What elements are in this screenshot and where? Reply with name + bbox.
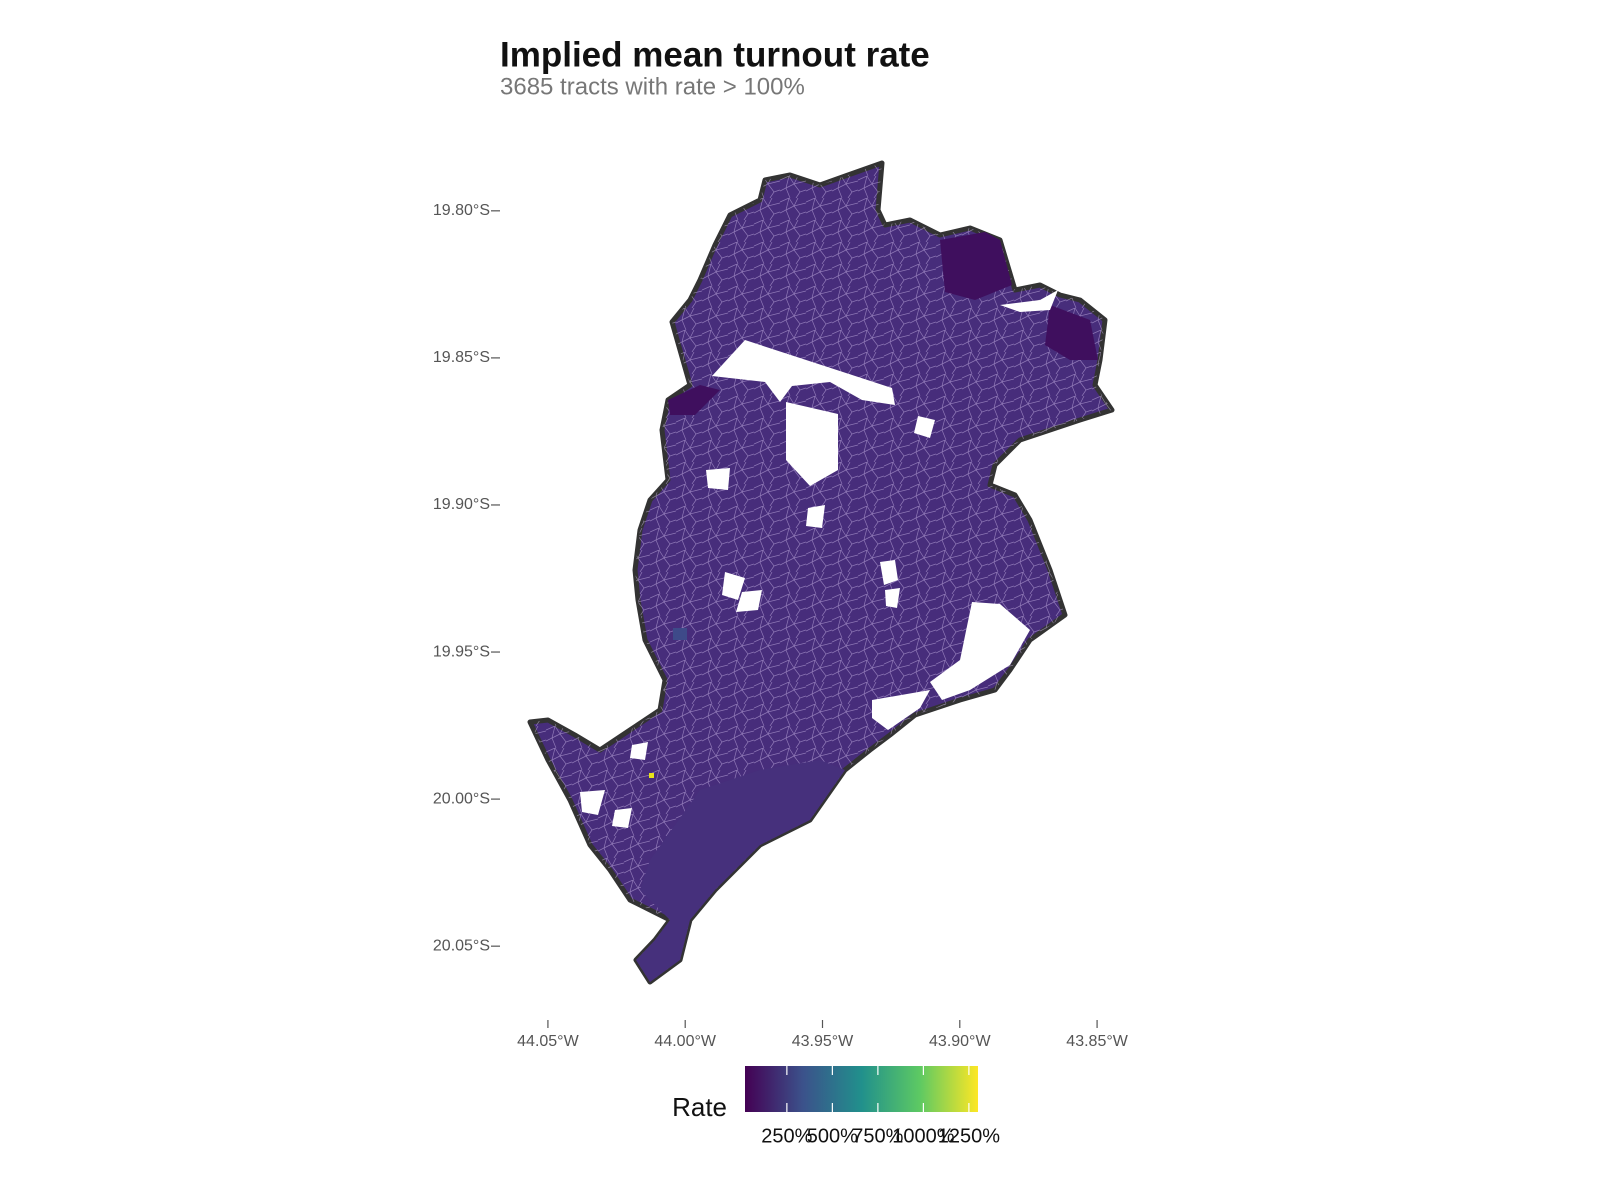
map-title: Implied mean turnout rate [500, 35, 930, 74]
x-tick-label: 43.90°W [929, 1033, 991, 1050]
south-tract [636, 760, 845, 982]
colorbar-label: 500% [807, 1125, 858, 1147]
max-tract [649, 773, 654, 778]
x-tick-label: 44.05°W [517, 1033, 579, 1050]
tract-borders [530, 163, 1112, 982]
colorbar-label: 1250% [938, 1125, 1000, 1147]
y-tick-label: 19.90°S [433, 496, 490, 513]
x-tick-label: 43.85°W [1066, 1033, 1128, 1050]
map-subtitle: 3685 tracts with rate > 100% [500, 73, 805, 100]
legend-title: Rate [672, 1092, 727, 1122]
empty-areas [580, 290, 1058, 828]
colorbar-label: 750% [852, 1125, 903, 1147]
y-tick-label: 19.80°S [433, 202, 490, 219]
y-tick-label: 19.85°S [433, 349, 490, 366]
high-tract [673, 628, 687, 640]
colorbar-label: 1000% [892, 1125, 954, 1147]
y-tick-label: 20.05°S [433, 937, 490, 954]
y-tick-label: 20.00°S [433, 790, 490, 807]
y-tick-label: 19.95°S [433, 643, 490, 660]
colorbar-label: 250% [761, 1125, 812, 1147]
city-outline [527, 160, 1115, 985]
x-tick-label: 43.95°W [792, 1033, 854, 1050]
x-tick-label: 44.00°W [654, 1033, 716, 1050]
dark-tracts [668, 232, 1098, 415]
colorbar [745, 1066, 978, 1112]
